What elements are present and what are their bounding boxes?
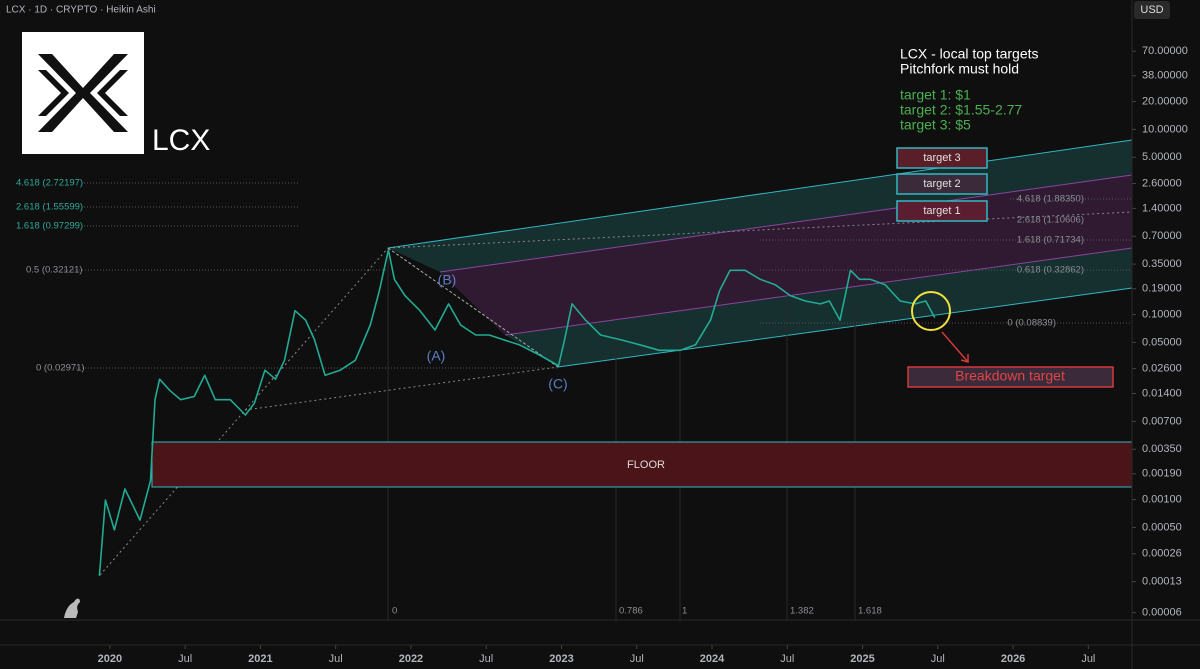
arrow (941, 331, 969, 363)
y-tick-label: 0.02600 (1142, 363, 1182, 375)
x-tick-label: 2022 (399, 653, 423, 665)
fib-label: 0.5 (0.32121) (26, 265, 83, 276)
y-tick-label: 38.00000 (1142, 70, 1188, 82)
y-tick-label: 1.40000 (1142, 202, 1182, 214)
target-note: target 1: $1 (900, 87, 971, 103)
x-tick-label: Jul (780, 653, 794, 665)
wave-label: (C) (548, 376, 567, 392)
y-tick-label: 0.10000 (1142, 308, 1182, 320)
pitchfork-line (557, 287, 1133, 368)
y-tick-label: 0.00190 (1142, 468, 1182, 480)
fib-label: 2.618 (1.55599) (16, 202, 83, 213)
y-tick-label: 0.00700 (1142, 415, 1182, 427)
x-tick-label: Jul (1081, 653, 1095, 665)
time-fib-label: 0 (392, 606, 397, 617)
price-line (98, 249, 936, 576)
y-tick-label: 0.00050 (1142, 521, 1182, 533)
note: Pitchfork must hold (900, 61, 1019, 77)
y-tick-label: 2.60000 (1142, 177, 1182, 189)
y-tick-label: 0.00026 (1142, 548, 1182, 560)
y-tick-label: 70.00000 (1142, 45, 1188, 57)
y-tick-label: 0.00006 (1142, 607, 1182, 619)
series (98, 249, 936, 576)
highlight-circle (911, 291, 951, 331)
y-tick-label: 0.05000 (1142, 336, 1182, 348)
y-tick-label: 0.00100 (1142, 493, 1182, 505)
floor-label: FLOOR (627, 459, 665, 471)
x-tick-label: 2023 (549, 653, 573, 665)
x-tick-label: 2026 (1001, 653, 1025, 665)
target-box-label: target 2 (923, 178, 960, 190)
target-box (896, 173, 988, 195)
wave-label: (A) (427, 348, 446, 364)
y-tick-label: 20.00000 (1142, 95, 1188, 107)
time-fib-label: 0.786 (619, 606, 643, 617)
x-tick-label: Jul (178, 653, 192, 665)
logo-text: LCX (152, 124, 210, 157)
fib-label: 2.618 (1.10606) (1017, 215, 1084, 226)
target-note: target 3: $5 (900, 117, 971, 133)
target-box-label: target 3 (923, 152, 960, 164)
fib-label: 1.618 (0.71734) (1017, 235, 1084, 246)
time-fib-label: 1.382 (790, 606, 814, 617)
note: LCX - local top targets (900, 46, 1039, 62)
fib-label: 1.618 (0.97299) (16, 221, 83, 232)
x-tick-label: 2020 (98, 653, 122, 665)
wave-label: (B) (438, 272, 457, 288)
tv-logo (64, 598, 80, 618)
currency-badge[interactable] (1134, 1, 1170, 19)
fib-label: 4.618 (2.72197) (16, 178, 83, 189)
fib-label: 0 (0.02971) (36, 363, 85, 374)
pitchfork-line (387, 139, 1133, 249)
target-box (896, 147, 988, 169)
currency-label[interactable]: USD (1140, 4, 1163, 16)
target-note: target 2: $1.55-2.77 (900, 102, 1022, 118)
breakdown-box (907, 366, 1114, 388)
logo-mark (38, 54, 128, 132)
x-tick-label: Jul (479, 653, 493, 665)
x-tick-label: Jul (329, 653, 343, 665)
y-tick-label: 0.70000 (1142, 230, 1182, 242)
fib-label: 4.618 (1.88350) (1017, 194, 1084, 205)
y-tick-label: 0.01400 (1142, 387, 1182, 399)
grid (109, 50, 1136, 649)
chart-title: LCX · 1D · CRYPTO · Heikin Ashi (6, 5, 156, 16)
target-box (896, 200, 988, 222)
arrow-head (960, 354, 969, 363)
floor-zone (151, 441, 1133, 488)
time-fib-label: 1 (682, 606, 687, 617)
x-tick-label: Jul (630, 653, 644, 665)
target-box-label: target 1 (923, 205, 960, 217)
y-tick-label: 10.00000 (1142, 123, 1188, 135)
fib-label: 0 (0.08839) (1007, 318, 1056, 329)
breakdown-label: Breakdown target (955, 368, 1065, 384)
pitchfork-median (387, 211, 1133, 249)
y-tick-label: 5.00000 (1142, 151, 1182, 163)
x-tick-label: 2025 (850, 653, 874, 665)
y-tick-label: 0.35000 (1142, 258, 1182, 270)
x-tick-label: 2021 (248, 653, 272, 665)
y-tick-label: 0.00013 (1142, 575, 1182, 587)
trend-line (387, 247, 559, 368)
y-tick-label: 0.00350 (1142, 443, 1182, 455)
y-tick-label: 0.19000 (1142, 283, 1182, 295)
pitchfork-lower-zone (505, 248, 1132, 367)
fib-label: 0.618 (0.32862) (1017, 265, 1084, 276)
x-tick-label: Jul (931, 653, 945, 665)
time-fib-label: 1.618 (858, 606, 882, 617)
pitchfork-line (504, 247, 1133, 336)
x-tick-label: 2024 (700, 653, 725, 665)
pitchfork-line (439, 174, 1133, 273)
